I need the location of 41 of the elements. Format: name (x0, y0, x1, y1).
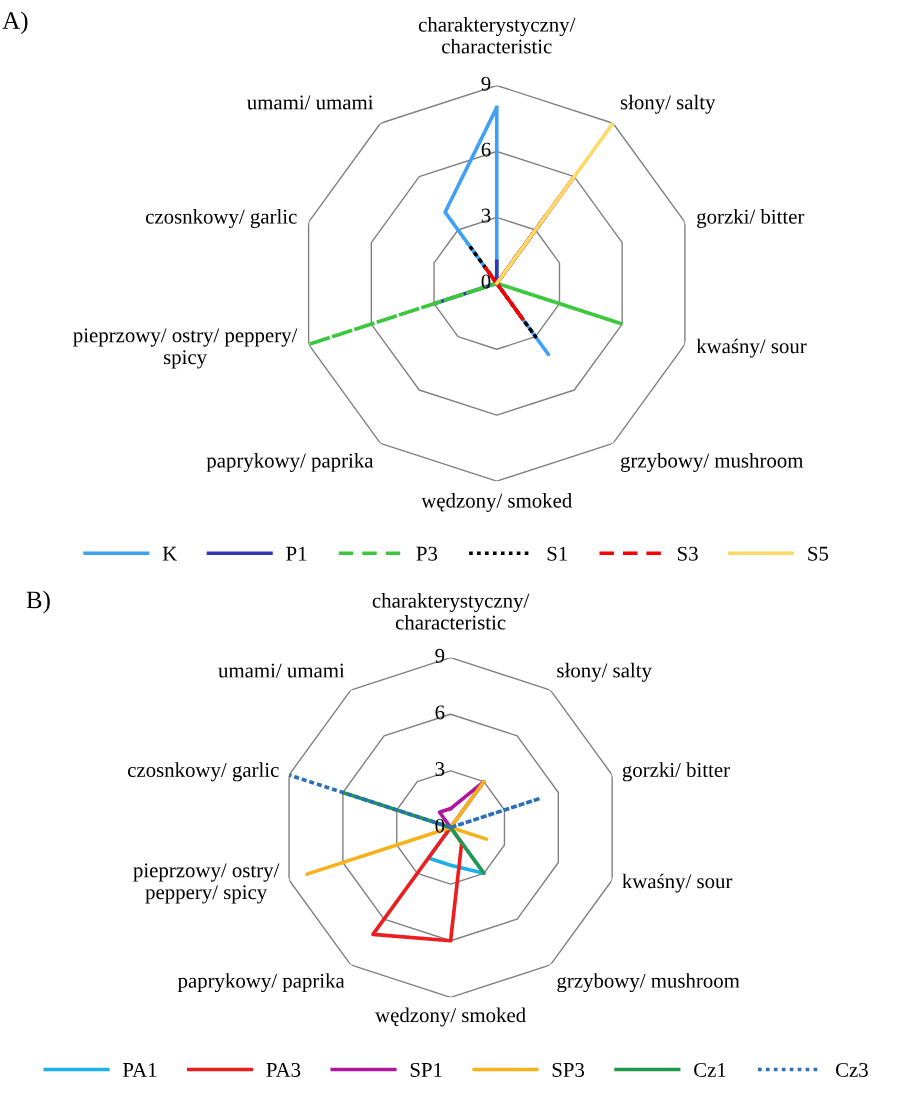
y-tick-label: 3 (481, 208, 491, 223)
legend-label: SP3 (552, 1062, 585, 1077)
legend-label: SP1 (410, 1062, 442, 1077)
spoke-label: paprykowy/ paprika (206, 452, 374, 472)
spoke-label: wędzony/ smoked (375, 1007, 526, 1027)
spoke-label: umami/ umami (247, 95, 374, 110)
spoke-label: czosnkowy/ garlic (127, 762, 279, 782)
spoke-label: charakterystyczny/ characteristic (418, 17, 576, 54)
y-tick-label: 6 (481, 142, 491, 157)
spoke-label: kwaśny/ sour (696, 338, 807, 358)
y-tick-label: 6 (435, 705, 445, 720)
y-tick-label: 0 (435, 818, 445, 833)
legend-label: P3 (416, 546, 438, 561)
spoke-label: gorzki/ bitter (622, 762, 730, 782)
y-tick-label: 9 (481, 76, 491, 91)
legend-label: K (162, 546, 178, 561)
spoke-label: kwaśny/ sour (622, 873, 733, 893)
chart-title: A) (2, 11, 28, 35)
legend-label: S5 (808, 546, 829, 561)
spoke-label: słony/ salty (620, 94, 716, 114)
spoke-label: czosnkowy/ garlic (145, 209, 297, 228)
spoke-label: słony/ salty (557, 662, 652, 682)
legend-label: Cz1 (694, 1062, 726, 1077)
spoke-label: wędzony/ smoked (421, 493, 573, 512)
spoke-label: umami/ umami (218, 663, 345, 678)
legend-label: S1 (547, 546, 567, 561)
y-tick-label: 9 (435, 648, 445, 663)
legend-label: S3 (677, 546, 698, 561)
legend-label: PA3 (266, 1062, 301, 1077)
legend-label: P1 (286, 546, 307, 561)
legend-label: Cz3 (835, 1062, 868, 1077)
chart-title: B) (26, 590, 50, 614)
spoke-label: gorzki/ bitter (697, 209, 805, 228)
y-tick-label: 3 (435, 762, 445, 777)
spoke-label: charakterystyczny/ characteristic (372, 593, 530, 630)
legend-label: PA1 (123, 1062, 157, 1077)
spoke-label: pieprzowy/ ostry/ peppery/ spicy (133, 863, 280, 904)
spoke-label: paprykowy/ paprika (177, 973, 345, 993)
spoke-label: pieprzowy/ ostry/ peppery/ spicy (73, 328, 298, 369)
spoke-label: grzybowy/ mushroom (557, 973, 740, 993)
spoke-label: grzybowy/ mushroom (620, 452, 804, 472)
